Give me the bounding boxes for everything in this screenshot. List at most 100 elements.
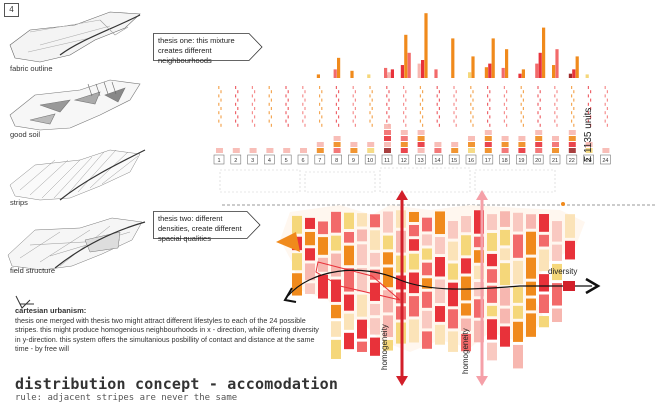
label-tick-3-5 (251, 102, 253, 106)
category-box-13 (415, 154, 426, 165)
label-tick-10-7 (369, 111, 371, 115)
plan-block-44 (383, 235, 393, 250)
category-box-6 (297, 154, 309, 165)
label-tick-12-6 (405, 107, 407, 110)
plan-block-47 (383, 290, 393, 313)
column-block-15-1 (451, 148, 459, 153)
label-tick-15-10 (455, 123, 457, 127)
plan-block-31 (357, 268, 367, 292)
label-tick-4-7 (268, 111, 270, 115)
bar-col-20-seg-2 (538, 52, 542, 78)
label-tick-2-1 (235, 86, 237, 89)
bar-col-10-seg-1 (367, 74, 371, 78)
label-tick-21-4 (556, 98, 558, 102)
label-tick-14-2 (438, 90, 440, 94)
bar-col-19-seg-1 (518, 73, 522, 78)
label-tick-17-10 (489, 123, 491, 127)
page-subtitle: rule: adjacent stripes are never the sam… (15, 393, 238, 403)
plan-block-102 (487, 285, 497, 303)
label-tick-7-9 (319, 119, 321, 123)
label-tick-4-2 (270, 90, 272, 94)
label-tick-18-7 (503, 111, 505, 115)
fabric-outline-sketch (9, 11, 141, 63)
plan-block-46 (383, 267, 393, 288)
label-tick-2-2 (237, 90, 239, 94)
label-tick-9-8 (354, 115, 356, 119)
label-tick-18-10 (506, 123, 508, 127)
plan-block-86 (461, 258, 471, 274)
column-block-11-1 (384, 148, 391, 153)
label-tick-18-4 (506, 98, 508, 102)
plan-block-37 (370, 252, 380, 267)
label-tick-11-7 (386, 111, 388, 115)
label-tick-23-6 (590, 107, 592, 110)
label-tick-11-6 (388, 107, 390, 110)
label-tick-22-6 (573, 107, 575, 110)
label-tick-9-3 (352, 94, 354, 98)
label-tick-3-3 (251, 94, 253, 98)
column-block-11-5 (384, 124, 391, 129)
category-label-6: 6 (301, 158, 304, 164)
label-tick-7-3 (319, 94, 321, 98)
label-tick-20-7 (537, 111, 539, 115)
column-block-20-4 (535, 130, 543, 135)
bar-col-15-seg-1 (451, 38, 455, 78)
category-label-23: 23 (586, 158, 592, 164)
plan-block-13 (318, 274, 328, 299)
callout-thesis-two-text: thesis two: different densities, create … (158, 214, 242, 243)
label-tick-22-4 (573, 98, 575, 102)
column-block-13-2 (417, 142, 425, 147)
homogeneity-label-2: homogeneity (461, 328, 470, 374)
plan-block-41 (370, 318, 380, 335)
diversity-label: diversity (548, 267, 578, 276)
plan-block-107 (500, 229, 510, 246)
bar-col-11-seg-2 (387, 72, 391, 78)
label-tick-24-3 (604, 94, 606, 98)
category-label-14: 14 (434, 158, 440, 164)
plan-block-97 (474, 320, 484, 343)
column-block-17-1 (484, 148, 492, 153)
bar-col-22-seg-3 (575, 56, 579, 78)
bar-col-17-seg-2 (488, 63, 492, 78)
plan-block-90 (461, 333, 471, 352)
plan-block-68 (422, 278, 432, 289)
label-tick-8-7 (335, 111, 337, 115)
label-tick-12-5 (403, 102, 405, 106)
label-tick-14-1 (436, 86, 438, 89)
label-tick-18-6 (506, 107, 508, 110)
plan-block-120 (526, 214, 536, 229)
label-tick-15-3 (453, 94, 455, 98)
label-tick-7-5 (319, 102, 321, 106)
label-strips: strips (10, 198, 28, 207)
label-tick-8-9 (335, 119, 337, 123)
label-tick-22-8 (573, 115, 575, 119)
plan-block-21 (344, 212, 354, 229)
plan-block-121 (526, 231, 536, 255)
homogeneity-label-1: homogeneity (380, 324, 389, 370)
column-block-17-3 (484, 136, 492, 141)
column-block-21-3 (552, 136, 559, 141)
category-box-2 (230, 154, 242, 165)
label-tick-13-4 (422, 98, 424, 102)
label-tick-18-2 (506, 90, 508, 94)
bar-col-18-seg-2 (505, 49, 509, 78)
plan-block-104 (487, 319, 497, 340)
category-box-9 (348, 154, 359, 165)
label-tick-1-2 (220, 90, 222, 94)
plan-block-1 (292, 215, 302, 234)
label-tick-12-1 (403, 86, 405, 89)
column-block-12-1 (400, 148, 408, 153)
label-tick-16-10 (472, 123, 474, 127)
plan-block-27 (344, 332, 354, 350)
column-block-16-3 (468, 136, 475, 141)
plan-block-126 (539, 214, 549, 232)
label-tick-23-7 (587, 111, 589, 115)
label-tick-11-3 (386, 94, 388, 98)
category-label-13: 13 (418, 158, 424, 164)
plan-block-115 (513, 260, 523, 285)
column-block-19-1 (518, 148, 526, 153)
plan-block-77 (435, 324, 445, 345)
plan-block-110 (500, 288, 510, 306)
label-tick-1-6 (220, 107, 222, 110)
